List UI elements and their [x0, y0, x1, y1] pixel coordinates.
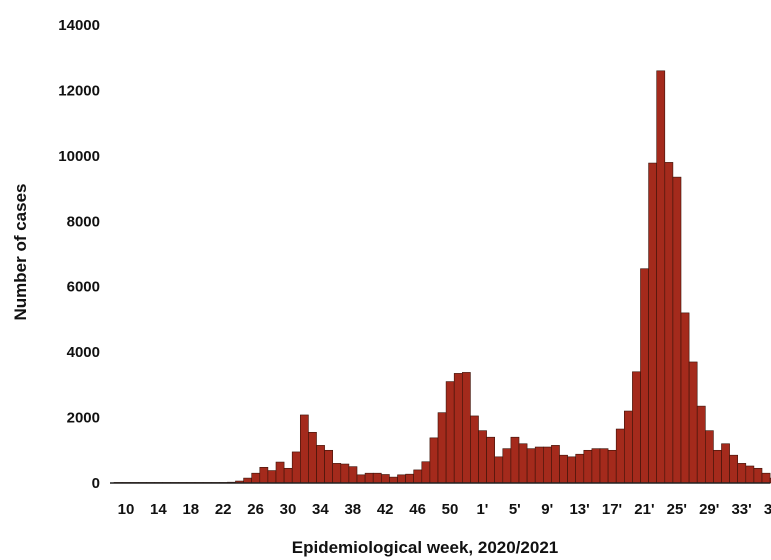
bar-week-31' [713, 449, 722, 484]
x-tick-label: 13' [569, 501, 589, 518]
bar-week-35' [745, 465, 755, 484]
x-tick-label: 18 [182, 501, 199, 518]
bar-week-33 [299, 414, 309, 484]
bar-week-50 [437, 412, 447, 484]
bar-week-25' [664, 162, 674, 484]
bar-week-17' [599, 448, 609, 484]
x-axis-title: Epidemiological week, 2020/2021 [292, 538, 558, 557]
bar-week-4' [494, 456, 504, 484]
y-axis-title: Number of cases [11, 184, 30, 321]
x-tick-label: 46 [409, 501, 426, 518]
bar-week-14' [575, 453, 585, 484]
bar-week-38 [340, 463, 350, 484]
y-tick-label: 8000 [67, 213, 100, 230]
bar-week-11' [551, 445, 560, 484]
bar-week-22' [640, 268, 649, 484]
bar-week-32 [291, 451, 301, 484]
bar-week-29 [267, 470, 277, 484]
bar-week-40 [356, 474, 366, 484]
bar-week-52 [453, 373, 463, 484]
y-axis: 0 2000 4000 6000 8000 10000 12000 14000 [58, 17, 100, 492]
bar-week-45 [397, 474, 406, 484]
x-tick-label: 1' [476, 501, 488, 518]
bar-week-21' [632, 371, 641, 484]
y-tick-label: 0 [92, 475, 100, 492]
bar-week-28' [688, 361, 698, 484]
bar-week-51 [445, 381, 455, 484]
bar-week-30' [704, 430, 714, 484]
y-tick-label: 14000 [58, 17, 100, 34]
bar-week-36' [753, 467, 763, 484]
bar-week-53 [461, 372, 471, 484]
bar-week-5' [502, 448, 512, 484]
bar-week-18' [607, 449, 617, 484]
bar-week-27' [680, 312, 690, 484]
bar-week-20' [623, 410, 633, 484]
bar-week-30 [275, 461, 285, 484]
bar-week-37' [761, 472, 771, 484]
bar-week-34' [737, 463, 747, 484]
bar-week-13' [567, 456, 576, 484]
bar-week-41 [364, 472, 374, 484]
x-tick-label: 29' [699, 501, 719, 518]
x-tick-label: 17' [602, 501, 622, 518]
bar-week-9' [534, 446, 544, 484]
bar-week-1' [470, 415, 479, 484]
bar-week-26' [672, 176, 682, 484]
bar-week-46 [405, 473, 415, 484]
bar-week-10' [542, 446, 552, 484]
x-tick-label: 34 [312, 501, 329, 518]
x-tick-label: 30 [280, 501, 297, 518]
x-tick-label: 38 [344, 501, 361, 518]
y-tick-label: 4000 [67, 344, 100, 361]
bar-week-28 [259, 466, 269, 484]
x-tick-label: 14 [150, 501, 167, 518]
bar-week-6' [510, 436, 520, 484]
x-tick-label: 22 [215, 501, 232, 518]
bar-week-15' [583, 449, 593, 484]
bar-week-32' [721, 443, 730, 484]
bar-week-19' [615, 428, 625, 484]
bar-week-36 [324, 449, 334, 484]
bar-week-8' [526, 448, 536, 484]
x-tick-label: 50 [442, 501, 459, 518]
x-tick-label: 5' [509, 501, 521, 518]
x-tick-label: 21' [634, 501, 654, 518]
bar-week-48 [421, 461, 431, 484]
bar-series [113, 70, 771, 484]
x-tick-label: 26 [247, 501, 264, 518]
x-tick-label: 42 [377, 501, 394, 518]
bar-week-35 [316, 445, 325, 484]
bar-week-7' [518, 443, 528, 484]
bar-week-33' [729, 454, 738, 484]
bar-week-39 [348, 466, 358, 484]
x-tick-label: 37' [764, 501, 771, 518]
x-tick-label: 9' [541, 501, 553, 518]
y-tick-label: 10000 [58, 148, 100, 165]
y-tick-label: 2000 [67, 410, 100, 427]
y-tick-label: 6000 [67, 279, 100, 296]
bar-week-42 [372, 472, 382, 484]
bar-week-23' [648, 162, 657, 484]
bar-week-2' [478, 430, 487, 484]
bar-week-12' [559, 454, 568, 484]
bar-week-31 [283, 467, 293, 484]
y-tick-label: 12000 [58, 82, 100, 99]
x-tick-label: 33' [731, 501, 751, 518]
bar-week-47 [413, 469, 423, 484]
bar-week-37 [332, 463, 342, 484]
bar-week-29' [696, 405, 706, 484]
bar-week-24' [656, 70, 666, 484]
x-tick-label: 10 [118, 501, 135, 518]
bar-week-16' [591, 448, 601, 484]
bar-week-49 [429, 437, 439, 484]
bar-week-27 [251, 472, 261, 484]
x-axis: 10 14 18 22 26 30 34 38 42 46 50 1' 5' 9' 13' 17' 21' 25'… [118, 501, 771, 518]
bar-week-3' [486, 436, 496, 484]
bar-week-44 [389, 476, 398, 484]
x-tick-label: 25' [667, 501, 687, 518]
bar-week-34 [308, 431, 317, 484]
bar-week-43 [380, 474, 390, 484]
